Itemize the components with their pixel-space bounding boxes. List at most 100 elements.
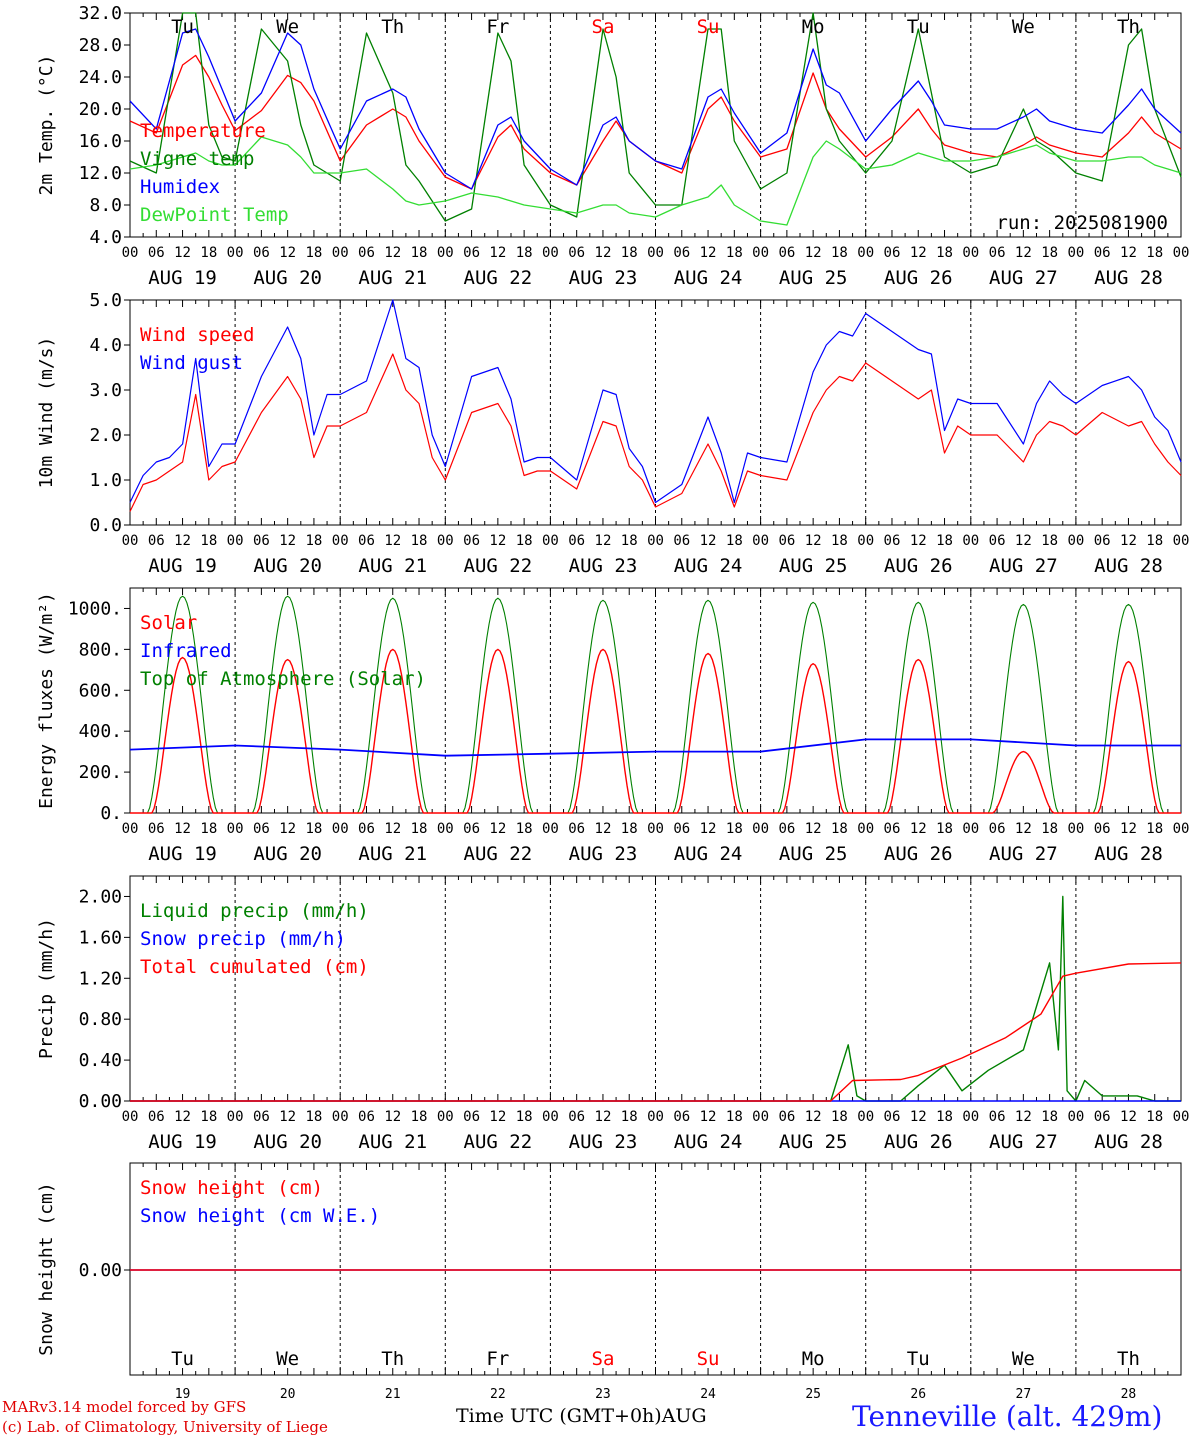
hour-tick-label: 12 [174,245,191,261]
day-name-label: Th [1117,1348,1140,1370]
legend-entry: Solar [140,612,197,634]
hour-tick-label: 06 [568,533,585,549]
hour-tick-label: 00 [122,821,139,837]
hour-tick-label: 00 [857,245,874,261]
hour-tick-label: 18 [831,245,848,261]
day-number-label: 26 [910,1387,926,1402]
hour-tick-label: 12 [1015,533,1032,549]
hour-tick-label: 00 [332,821,349,837]
hour-tick-label: 00 [122,533,139,549]
hour-tick-label: 12 [384,821,401,837]
hour-tick-label: 12 [700,533,717,549]
hour-tick-label: 06 [673,533,690,549]
day-name-label: Tu [907,1348,930,1370]
date-label: AUG 19 [148,555,217,577]
hour-tick-label: 06 [989,1109,1006,1125]
hour-tick-label: 18 [516,245,533,261]
hour-tick-label: 18 [1041,245,1058,261]
hour-tick-label: 00 [857,533,874,549]
hour-tick-label: 06 [568,821,585,837]
hour-tick-label: 06 [463,533,480,549]
series-line-total-cumulated-cm- [130,962,1182,1102]
hour-tick-label: 00 [542,245,559,261]
hour-tick-label: 00 [752,821,769,837]
hour-tick-label: 12 [1120,245,1137,261]
hour-tick-label: 18 [936,533,953,549]
hour-tick-label: 06 [148,245,165,261]
panel-frame [129,587,1182,814]
date-label: AUG 21 [358,1131,427,1153]
hour-tick-label: 00 [437,533,454,549]
hour-tick-label: 18 [936,821,953,837]
hour-tick-label: 12 [384,1109,401,1125]
hour-tick-label: 06 [253,533,270,549]
hour-tick-label: 18 [200,533,217,549]
day-name-label: Tu [171,1348,194,1370]
hour-tick-label: 06 [463,245,480,261]
hour-tick-label: 18 [516,1109,533,1125]
date-label: AUG 23 [569,1131,638,1153]
hour-tick-label: 18 [726,245,743,261]
hour-tick-label: 06 [884,245,901,261]
y-tick-label: 16.0 [79,131,122,152]
hour-tick-label: 06 [673,245,690,261]
hour-tick-label: 18 [1041,821,1058,837]
hour-tick-label: 06 [989,533,1006,549]
hour-tick-label: 00 [1067,533,1084,549]
day-name-label: We [276,16,299,38]
day-number-label: 24 [700,1387,716,1402]
day-name-label: Mo [802,16,825,38]
hour-tick-label: 00 [332,245,349,261]
hour-tick-label: 18 [1041,1109,1058,1125]
hour-tick-label: 00 [752,533,769,549]
hour-tick-label: 18 [1146,245,1163,261]
hour-tick-label: 00 [962,533,979,549]
y-tick-label: 1.20 [79,968,122,989]
y-tick-label: 1.0 [89,470,122,491]
y-tick-label: 3.0 [89,380,122,401]
panel-3 [129,587,1182,814]
day-name-label: Tu [171,16,194,38]
date-label: AUG 25 [779,1131,848,1153]
hour-tick-label: 18 [200,1109,217,1125]
hour-tick-label: 00 [1173,821,1190,837]
hour-tick-label: 06 [463,821,480,837]
date-label: AUG 27 [989,1131,1058,1153]
hour-tick-label: 12 [384,533,401,549]
hour-tick-label: 06 [1094,1109,1111,1125]
run-label: run: 2025081900 [996,212,1168,234]
day-number-label: 22 [490,1387,506,1402]
y-tick-label: 200. [79,762,122,783]
date-label: AUG 26 [884,267,953,289]
day-name-label: We [1012,1348,1035,1370]
date-label: AUG 22 [464,843,533,865]
hour-tick-label: 12 [279,821,296,837]
date-label: AUG 25 [779,843,848,865]
hour-tick-label: 06 [253,821,270,837]
hour-tick-label: 06 [358,533,375,549]
y-tick-label: 1000. [68,598,122,619]
hour-tick-label: 18 [726,821,743,837]
series-line-humidex [129,28,1182,190]
hour-tick-label: 06 [884,821,901,837]
hour-tick-label: 12 [174,533,191,549]
hour-tick-label: 12 [384,245,401,261]
date-label: AUG 19 [148,1131,217,1153]
hour-tick-label: 06 [358,821,375,837]
hour-tick-label: 18 [726,533,743,549]
hour-tick-label: 18 [305,821,322,837]
date-label: AUG 24 [674,267,743,289]
date-label: AUG 28 [1094,1131,1163,1153]
hour-tick-label: 12 [805,245,822,261]
series-line-vigne-temp [129,12,1182,222]
date-label: AUG 21 [358,267,427,289]
hour-tick-label: 12 [910,245,927,261]
legend-entry: Vigne temp [140,148,254,170]
date-label: AUG 28 [1094,555,1163,577]
day-name-label: We [1012,16,1035,38]
hour-tick-label: 06 [148,1109,165,1125]
hour-tick-label: 00 [437,245,454,261]
hour-tick-label: 00 [1173,245,1190,261]
series-line-dewpoint-temp [129,136,1182,226]
date-label: AUG 23 [569,267,638,289]
